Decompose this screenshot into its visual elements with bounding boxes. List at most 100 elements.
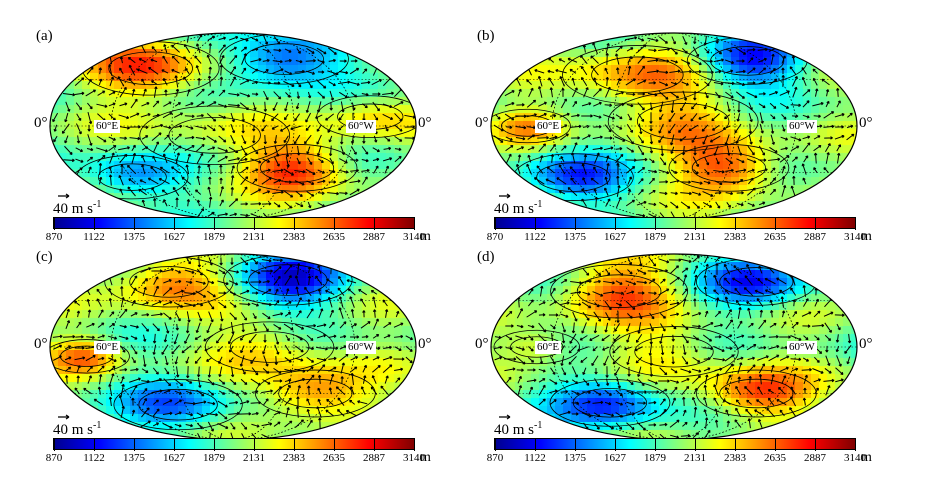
- field-cell: [715, 89, 724, 98]
- field-cell: [523, 57, 532, 66]
- wind-vector: [593, 188, 598, 196]
- field-cell: [410, 390, 416, 399]
- field-cell: [82, 254, 91, 263]
- field-cell: [314, 318, 323, 327]
- field-cell: [106, 169, 115, 178]
- field-cell: [843, 129, 852, 138]
- field-cell: [178, 169, 187, 178]
- field-cell: [242, 33, 251, 42]
- wind-vector: [174, 133, 182, 141]
- wind-vector: [195, 136, 206, 141]
- wind-vector: [108, 144, 117, 152]
- field-cell: [58, 41, 67, 50]
- wind-vector: [120, 376, 125, 384]
- wind-vector: [98, 176, 103, 185]
- field-cell: [314, 358, 323, 367]
- wind-vector: [493, 124, 504, 132]
- field-cell: [643, 73, 652, 82]
- field-cell: [186, 65, 195, 74]
- field-cell: [98, 105, 107, 114]
- field-cell: [386, 278, 395, 287]
- wind-vector: [328, 356, 337, 361]
- meridian-line: [171, 33, 295, 219]
- wind-vector: [615, 153, 624, 164]
- field-cell: [571, 89, 580, 98]
- wind-vector: [704, 168, 710, 175]
- field-cell: [130, 73, 139, 82]
- field-cell: [851, 49, 857, 58]
- field-cell: [547, 65, 556, 74]
- wind-vector: [658, 59, 670, 63]
- field-cell: [587, 89, 596, 98]
- field-cell: [106, 33, 115, 42]
- field-cell: [643, 254, 652, 263]
- wind-vector: [295, 297, 302, 308]
- field-cell: [114, 350, 123, 359]
- field-cell: [410, 185, 416, 194]
- field-cell: [787, 201, 796, 210]
- field-cell: [691, 201, 700, 210]
- field-cell: [122, 286, 131, 295]
- field-cell: [739, 121, 748, 130]
- field-cell: [226, 278, 235, 287]
- wind-vector: [117, 76, 125, 87]
- wind-vector: [555, 68, 567, 74]
- wind-vector: [284, 368, 293, 373]
- field-cell: [571, 254, 580, 263]
- field-cell: [531, 57, 540, 66]
- field-cell: [667, 153, 676, 162]
- field-cell: [667, 270, 676, 279]
- wind-vector: [340, 362, 346, 374]
- field-cell: [394, 65, 403, 74]
- field-cell: [787, 113, 796, 122]
- field-cell: [835, 65, 844, 74]
- field-cell: [611, 153, 620, 162]
- field-cell: [803, 129, 812, 138]
- wind-vector: [571, 113, 580, 118]
- field-cell: [114, 422, 123, 431]
- wind-vector: [325, 113, 335, 121]
- field-cell: [362, 334, 371, 343]
- wind-vector: [626, 147, 635, 153]
- field-cell: [643, 33, 652, 42]
- wind-vector: [142, 345, 147, 353]
- wind-vector: [714, 101, 719, 112]
- wind-vector: [748, 102, 753, 111]
- field-cell: [611, 105, 620, 114]
- field-cell: [354, 374, 363, 383]
- wind-vector: [140, 112, 151, 118]
- field-cell: [659, 41, 668, 50]
- field-cell: [547, 97, 556, 106]
- field-cell: [531, 169, 540, 178]
- field-cell: [691, 270, 700, 279]
- field-cell: [186, 73, 195, 82]
- wind-vector: [769, 78, 778, 86]
- wind-vector: [163, 312, 172, 320]
- field-cell: [258, 254, 267, 263]
- field-cell: [843, 65, 852, 74]
- field-cell: [146, 129, 155, 138]
- field-cell: [178, 57, 187, 66]
- field-cell: [170, 57, 179, 66]
- wind-vector: [724, 114, 731, 120]
- colorbar-tick-label: 3140: [403, 231, 425, 243]
- wind-vector: [605, 86, 611, 98]
- field-cell: [234, 161, 243, 170]
- field-cell: [410, 161, 416, 170]
- field-cell: [410, 177, 416, 186]
- wind-vector: [119, 188, 124, 196]
- colorbar-tick-label: 1627: [163, 452, 185, 464]
- field-cell: [250, 185, 259, 194]
- wind-vector: [561, 145, 567, 151]
- field-cell: [402, 161, 411, 170]
- field-cell: [122, 193, 131, 202]
- wind-vector: [261, 422, 273, 427]
- field-cell: [210, 414, 219, 423]
- field-cell: [811, 129, 820, 138]
- field-cell: [795, 57, 804, 66]
- field-cell: [266, 294, 275, 303]
- field-cell: [835, 254, 844, 263]
- wind-vector: [141, 101, 150, 107]
- field-cell: [507, 278, 516, 287]
- wind-vector: [283, 190, 294, 198]
